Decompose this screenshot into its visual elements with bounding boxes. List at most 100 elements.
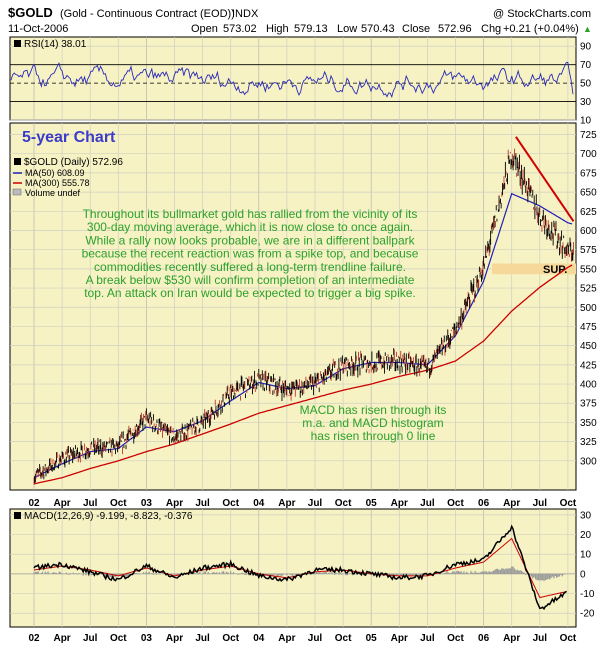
low-label: Low: [337, 23, 357, 35]
price-tick-label: 325: [580, 437, 597, 448]
x-tick-label: Jul: [195, 633, 210, 644]
price-tick-label: 725: [580, 130, 597, 141]
note-line: A break below $530 will confirm completi…: [86, 273, 415, 287]
x-tick-label: Jul: [308, 633, 323, 644]
macd-tick-label: -20: [580, 609, 595, 620]
x-tick-label: Oct: [222, 498, 239, 509]
price-tick-label: 550: [580, 264, 597, 275]
rsi-tick-label: 30: [580, 97, 592, 108]
macd-tick-label: 20: [580, 530, 592, 541]
rsi-line: [10, 61, 574, 99]
macd-tick-label: 10: [580, 550, 592, 561]
x-tick-label: Apr: [53, 633, 70, 644]
price-bars: [33, 148, 574, 485]
x-tick-label: 06: [478, 498, 490, 509]
open-value: 573.02: [223, 23, 257, 35]
x-tick-label: Apr: [166, 633, 183, 644]
x-tick-label: Apr: [391, 633, 408, 644]
rsi-legend-swatch: [14, 40, 21, 47]
open-label: Open: [191, 23, 218, 35]
ma300-line: [33, 264, 573, 485]
macd-tick-label: 0: [580, 569, 586, 580]
macd-tick-label: -10: [580, 589, 595, 600]
x-tick-label: Apr: [278, 498, 295, 509]
price-legend: $GOLD (Daily) 572.96: [24, 157, 123, 168]
price-tick-label: 400: [580, 380, 597, 391]
symbol-label: $GOLD: [8, 5, 53, 20]
price-series: SUP.: [33, 136, 576, 485]
macd-legend-swatch: [14, 512, 21, 519]
price-tick-label: 525: [580, 284, 597, 295]
x-tick-label: Apr: [53, 498, 70, 509]
macd-legend: MACD(12,26,9) -9.199, -8.823, -0.376: [24, 511, 193, 522]
x-tick-label: Jul: [420, 633, 435, 644]
ma50-legend: MA(50) 608.09: [25, 168, 85, 178]
chg-value: +0.21 (+0.04%): [503, 23, 579, 35]
x-tick-label: 04: [253, 498, 265, 509]
rsi-series: [10, 61, 574, 99]
price-tick-label: 300: [580, 456, 597, 467]
gridlines: [10, 37, 576, 627]
macd-tick-label: 30: [580, 510, 592, 521]
rsi-tick-label: 50: [580, 79, 592, 90]
chg-label: Chg: [481, 23, 501, 35]
price-tick-label: 625: [580, 207, 597, 218]
trendline: [515, 136, 575, 222]
price-tick-label: 700: [580, 149, 597, 160]
note-line: 300-day moving average, which it is now …: [87, 220, 413, 234]
date-label: 11-Oct-2006: [8, 23, 68, 35]
x-tick-label: Apr: [278, 633, 295, 644]
x-tick-label: Apr: [503, 633, 520, 644]
low-value: 570.43: [361, 23, 395, 35]
x-tick-label: 06: [478, 633, 490, 644]
macd-panel: [9, 508, 577, 628]
macd-note: MACD has risen through its m.a. and MACD …: [300, 403, 447, 443]
x-axis-tick-labels: 02 02 Apr Apr Jul Jul Oct Oct 03 03 Apr Apr Jul Jul Oc…: [28, 498, 576, 644]
rsi-legend: RSI(14) 38.01: [24, 39, 87, 50]
note-line: has risen through 0 line: [311, 429, 436, 443]
price-tick-label: 675: [580, 168, 597, 179]
macd-histogram: [33, 566, 568, 582]
x-tick-label: Apr: [503, 498, 520, 509]
x-tick-label: Oct: [447, 498, 464, 509]
price-tick-label: 650: [580, 188, 597, 199]
x-tick-label: 03: [141, 633, 153, 644]
y-axis-tick-labels: 7257006756506256005755505255004754504254…: [580, 42, 597, 620]
close-label: Close: [402, 23, 430, 35]
rsi-panel: [9, 36, 577, 121]
x-tick-label: 05: [366, 498, 378, 509]
macd-series: [33, 524, 568, 611]
note-line: because the recent reaction was from a s…: [82, 247, 419, 261]
ma300-legend: MA(300) 555.78: [25, 178, 90, 188]
price-tick-label: 575: [580, 245, 597, 256]
rsi-tick-label: 10: [580, 116, 592, 127]
x-tick-label: 05: [366, 633, 378, 644]
note-line: MACD has risen through its: [300, 403, 447, 417]
note-line: Throughout its bullmarket gold has ralli…: [83, 207, 418, 221]
x-tick-label: Oct: [110, 633, 127, 644]
x-tick-label: Jul: [83, 633, 98, 644]
price-legend-swatch: [14, 158, 21, 165]
x-tick-label: Oct: [335, 498, 352, 509]
note-line: m.a. and MACD histogram: [302, 416, 443, 430]
volume-legend-swatch: [12, 188, 22, 196]
x-tick-label: 02: [28, 633, 40, 644]
chg-up-arrow-icon: ▲: [583, 24, 592, 34]
x-tick-label: Oct: [447, 633, 464, 644]
price-tick-label: 475: [580, 322, 597, 333]
volume-legend: Volume undef: [25, 188, 81, 198]
price-tick-label: 350: [580, 418, 597, 429]
chart-title: 5-year Chart: [22, 129, 116, 146]
rsi-tick-label: 70: [580, 60, 592, 71]
x-tick-label: Jul: [420, 498, 435, 509]
price-tick-label: 600: [580, 226, 597, 237]
x-tick-label: Jul: [308, 498, 323, 509]
x-tick-label: Apr: [166, 498, 183, 509]
price-tick-label: 450: [580, 341, 597, 352]
exchange-label: INDX: [232, 8, 259, 20]
price-tick-label: 375: [580, 399, 597, 410]
x-tick-label: Oct: [560, 633, 577, 644]
x-tick-label: Apr: [391, 498, 408, 509]
note-line: top. An attack on Iran would be expected…: [84, 286, 416, 300]
